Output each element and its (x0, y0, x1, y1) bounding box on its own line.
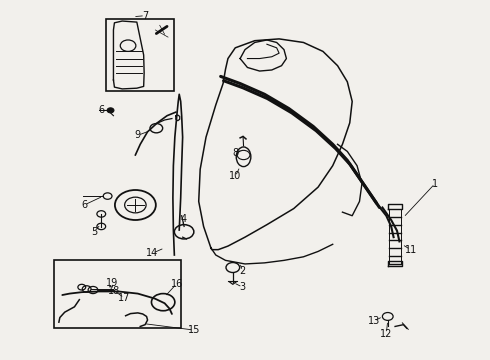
Text: 8: 8 (232, 148, 238, 158)
Text: 12: 12 (380, 329, 392, 339)
Text: 16: 16 (171, 279, 183, 289)
Text: 2: 2 (240, 266, 245, 276)
Circle shape (107, 108, 114, 113)
Text: 5: 5 (91, 227, 97, 237)
Text: 18: 18 (108, 286, 121, 296)
Text: 13: 13 (368, 316, 380, 326)
Text: 4: 4 (181, 214, 187, 224)
Bar (106, 19, 174, 91)
Text: 7: 7 (142, 11, 148, 21)
Text: 6: 6 (81, 200, 87, 210)
Text: 19: 19 (106, 278, 119, 288)
Text: 17: 17 (118, 293, 130, 303)
Text: 3: 3 (240, 282, 245, 292)
Text: 1: 1 (432, 179, 438, 189)
Text: 11: 11 (405, 245, 417, 255)
Text: 14: 14 (147, 248, 159, 258)
Text: 6: 6 (98, 105, 104, 115)
Text: 9: 9 (135, 130, 141, 140)
Bar (54, 260, 181, 328)
Text: 10: 10 (229, 171, 242, 181)
Text: 15: 15 (188, 325, 200, 335)
